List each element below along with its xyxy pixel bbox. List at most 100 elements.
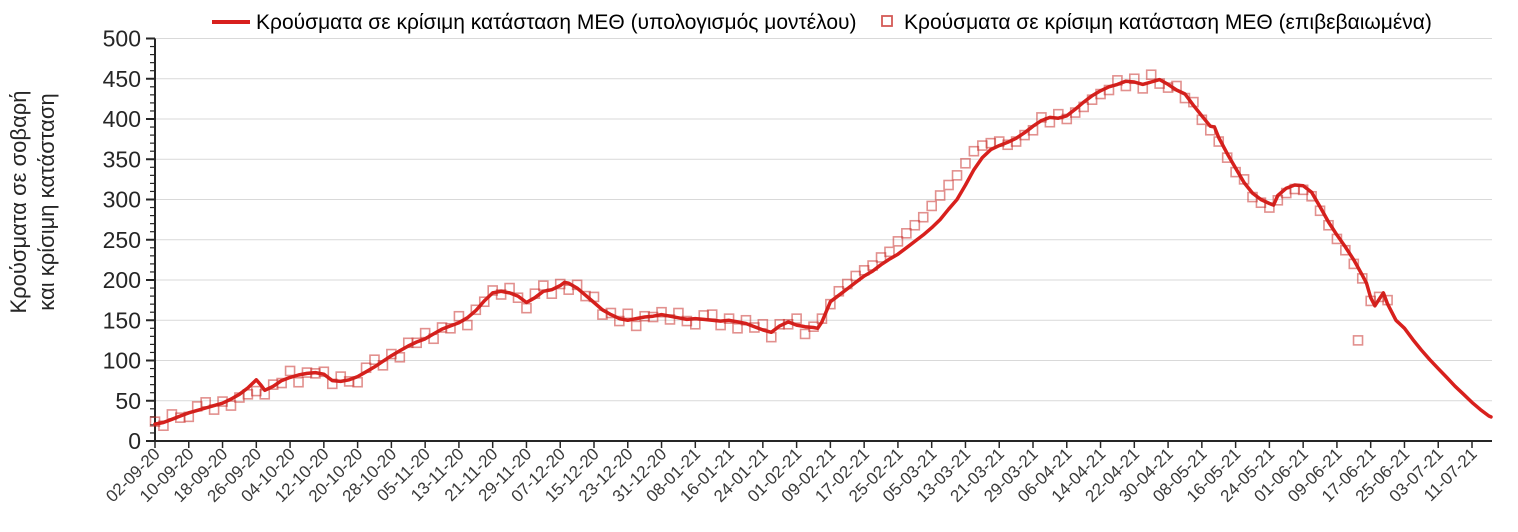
confirmed-marker	[1078, 101, 1089, 113]
confirmed-marker	[1247, 191, 1258, 203]
y-tick-label: 150	[103, 307, 141, 333]
confirmed-marker	[1044, 116, 1056, 128]
confirmed-marker	[1297, 184, 1309, 196]
confirmed-marker	[1188, 96, 1199, 108]
confirmed-marker	[1213, 136, 1225, 147]
confirmed-marker	[1086, 94, 1098, 105]
confirmed-marker	[943, 179, 954, 191]
confirmed-marker	[960, 157, 971, 169]
confirmed-marker	[892, 236, 904, 247]
model-line	[153, 77, 1493, 426]
confirmed-marker	[1171, 80, 1182, 92]
confirmed-marker	[529, 288, 541, 299]
confirmed-marker	[538, 280, 549, 291]
confirmed-marker	[225, 400, 237, 411]
confirmed-marker	[1221, 152, 1233, 163]
confirmed-marker	[605, 307, 617, 319]
confirmed-marker	[546, 288, 558, 299]
confirmed-marker	[867, 260, 878, 271]
confirmed-marker	[495, 289, 507, 300]
confirmed-marker	[1196, 114, 1208, 126]
y-tick-label: 500	[103, 26, 141, 52]
confirmed-marker	[715, 319, 726, 331]
confirmed-marker	[360, 362, 372, 374]
y-tick-label: 200	[103, 267, 141, 293]
confirmed-marker	[706, 309, 718, 320]
legend-label-model: Κρούσματα σε κρίσιμη κατάσταση ΜΕΘ (υπολ…	[256, 11, 857, 34]
confirmed-marker	[470, 304, 482, 316]
confirmed-marker	[765, 331, 777, 343]
confirmed-marker	[1120, 80, 1132, 92]
confirmed-marker	[588, 291, 600, 303]
confirmed-marker	[875, 252, 887, 263]
legend-label-confirmed: Κρούσματα σε κρίσιμη κατάσταση ΜΕΘ (επιβ…	[904, 11, 1432, 34]
confirmed-marker	[369, 354, 380, 365]
confirmed-marker	[934, 190, 946, 201]
confirmed-marker	[571, 279, 583, 291]
confirmed-marker	[1356, 273, 1368, 284]
confirmed-marker	[1112, 75, 1123, 86]
y-tick-label: 450	[103, 66, 141, 92]
axes: 05010015020025030035040045050002-09-2010…	[102, 26, 1492, 506]
y-tick-label: 300	[103, 187, 141, 213]
confirmed-marker	[1314, 205, 1326, 217]
confirmed-marker	[1145, 69, 1157, 81]
confirmed-marker	[1331, 233, 1343, 245]
confirmed-marker	[614, 315, 625, 327]
confirmed-marker	[673, 307, 684, 319]
confirmed-marker	[1103, 84, 1115, 96]
confirmed-marker	[259, 389, 271, 400]
confirmed-marker	[1238, 174, 1250, 185]
confirmed-marker	[799, 328, 811, 340]
confirmed-marker	[411, 337, 423, 349]
confirmed-marker	[816, 313, 828, 324]
y-tick-label: 250	[103, 227, 141, 253]
confirmed-marker	[951, 170, 963, 181]
confirmed-marker	[1137, 83, 1149, 94]
confirmed-marker	[1230, 166, 1241, 178]
confirmed-marker	[1306, 190, 1317, 202]
confirmed-marker	[1264, 202, 1275, 213]
confirmed-marker	[504, 282, 515, 294]
confirmed-marker	[208, 404, 220, 415]
confirmed-marker	[656, 306, 667, 318]
confirmed-marker	[1272, 195, 1284, 206]
confirmed-marker	[782, 318, 794, 330]
confirmed-marker	[901, 228, 912, 239]
confirmed-marker	[428, 333, 439, 345]
confirmed-marker	[841, 278, 853, 290]
confirmed-marker	[917, 211, 929, 223]
confirmed-marker	[1348, 258, 1360, 270]
confirmed-marker	[968, 145, 980, 157]
confirmed-marker	[690, 318, 701, 330]
confirmed-marker	[909, 219, 921, 231]
y-tick-label: 350	[103, 146, 141, 172]
confirmed-marker	[630, 320, 642, 332]
legend: Κρούσματα σε κρίσιμη κατάσταση ΜΕΘ (υπολ…	[212, 11, 1432, 34]
confirmed-marker	[512, 292, 524, 304]
confirmed-marker	[276, 377, 287, 389]
confirmed-marker	[1382, 294, 1393, 306]
confirmed-marker	[1027, 124, 1039, 136]
confirmed-marker	[1010, 136, 1022, 147]
confirmed-marker	[183, 411, 195, 423]
confirmed-marker	[1129, 73, 1140, 85]
confirmed-marker	[394, 351, 406, 363]
confirmed-marker	[377, 360, 389, 371]
confirmed-marker	[326, 378, 338, 390]
y-tick-label: 100	[103, 348, 141, 374]
y-tick-label: 50	[115, 388, 141, 414]
confirmed-marker	[1069, 107, 1081, 118]
confirmed-marker	[478, 296, 490, 308]
confirmed-marker	[1323, 219, 1334, 231]
confirmed-marker	[850, 270, 862, 282]
confirmed-marker	[1061, 113, 1073, 125]
y-axis-title-line1: Κρούσματα σε σοβαρή	[6, 90, 31, 313]
confirmed-marker	[462, 319, 473, 331]
confirmed-marker	[808, 321, 819, 332]
confirmed-marker	[732, 322, 743, 334]
y-axis-title-line2: και κρίσιμη κατάσταση	[34, 93, 59, 310]
legend-square-sample	[881, 15, 893, 27]
y-tick-label: 0	[128, 428, 141, 454]
